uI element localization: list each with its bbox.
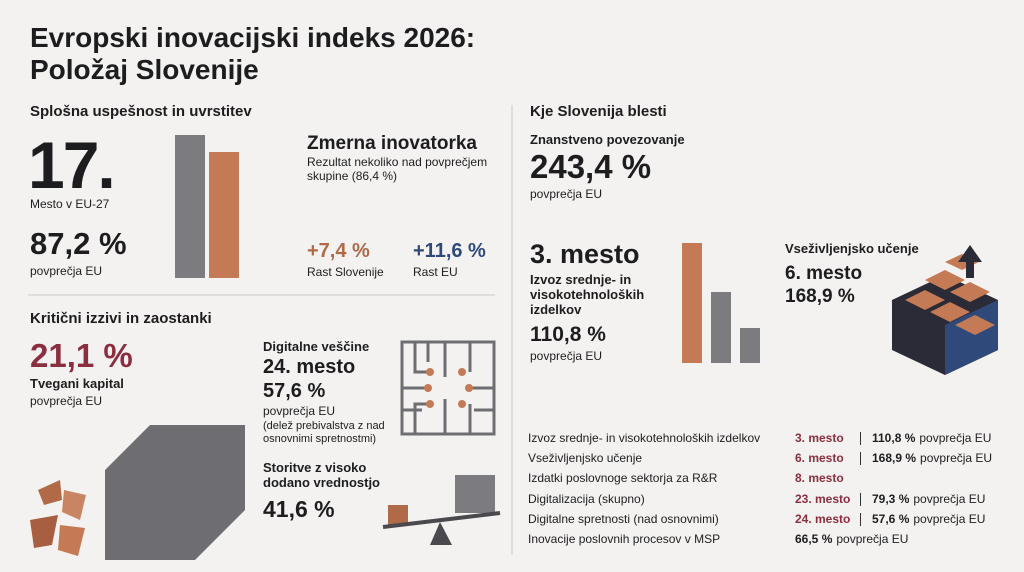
section-heading: Kje Slovenija blesti — [530, 103, 667, 120]
section-heading: Splošna uspešnost in uvrstitev — [30, 103, 252, 120]
label: Tvegani kapital — [30, 376, 124, 391]
row-suffix: povprečja EU — [836, 532, 909, 546]
row-separator — [860, 492, 861, 506]
label: Digitalne veščine — [263, 339, 370, 354]
note: (delež prebivalstva z nad osnovnimi spre… — [263, 420, 385, 445]
fragment-icon — [62, 490, 86, 520]
row-label: Vseživljenjsko učenje — [528, 451, 643, 466]
value: 57,6 % — [263, 380, 326, 402]
seesaw-icon — [382, 475, 501, 545]
bar-icon — [711, 292, 731, 363]
growth-value: +7,4 % — [307, 240, 370, 262]
row-suffix: povprečja EU — [919, 431, 992, 445]
label: Rast EU — [413, 265, 458, 279]
label: Izvoz srednje- in visokotehnoloških izde… — [530, 272, 645, 317]
growth-value: +11,6 % — [413, 240, 486, 262]
fragment-icon — [38, 480, 62, 505]
stairs-icon — [892, 245, 998, 375]
fragment-icon — [58, 525, 85, 556]
row-separator — [860, 512, 861, 526]
row-rank: 24. mesto — [795, 511, 851, 526]
circuit-icon — [400, 340, 496, 436]
row-value: 110,8 % — [872, 431, 916, 445]
row-suffix: povprečja EU — [920, 451, 993, 466]
row-value: 79,3 % — [872, 491, 910, 506]
section-heading: Kritični izzivi in zaostanki — [30, 310, 212, 327]
rank: 17. — [28, 128, 116, 202]
bar-icon — [682, 243, 702, 363]
row-value: 57,6 % — [872, 511, 910, 526]
label: Znanstveno povezovanje — [530, 132, 685, 147]
fragment-icon — [30, 515, 58, 548]
description: Rezultat nekoliko nad povprečjem skupine… — [307, 155, 488, 183]
row-label: Digitalizacija (skupno) — [528, 491, 645, 506]
row-label: Izvoz srednje- in visokotehnoloških izde… — [528, 431, 761, 445]
row-label: Inovacije poslovnih procesov v MSP — [528, 532, 721, 546]
label: Storitve z visoko dodano vrednostjo — [263, 460, 380, 490]
bar-icon — [175, 135, 205, 278]
label: Vseživljenjsko učenje — [785, 241, 919, 256]
row-separator — [860, 452, 861, 466]
label: Mesto v EU-27 — [30, 197, 110, 211]
label: povprečja EU — [30, 394, 103, 408]
rank: 24. mesto — [263, 356, 356, 378]
row-rank: 8. mesto — [795, 471, 844, 486]
rank: 3. mesto — [530, 239, 640, 269]
row-rank: 6. mesto — [795, 451, 844, 466]
circuit-dots — [424, 368, 473, 408]
row-separator — [860, 432, 861, 445]
category: Zmerna inovatorka — [307, 133, 477, 154]
value: 110,8 % — [530, 323, 606, 346]
shape-icon — [105, 425, 245, 560]
row-suffix: povprečja EU — [913, 491, 986, 506]
label: povprečja EU — [263, 404, 336, 418]
row-value: 168,9 % — [872, 451, 917, 466]
row-label: Izdatki poslovnoge sektorja za R&R — [528, 471, 718, 486]
label: povprečja EU — [30, 264, 103, 278]
value: 21,1 % — [30, 337, 133, 374]
row-label: Digitalne spretnosti (nad osnovnimi) — [528, 511, 719, 526]
value: 243,4 % — [530, 148, 652, 185]
value: 41,6 % — [263, 496, 335, 522]
row-rank: 23. mesto — [795, 491, 851, 506]
row-rank: 3. mesto — [795, 431, 844, 445]
row-value: 66,5 % — [795, 532, 833, 546]
label: povprečja EU — [530, 349, 603, 363]
title-line: Položaj Slovenije — [30, 54, 259, 86]
row-suffix: povprečja EU — [913, 511, 986, 526]
label: Rast Slovenije — [307, 265, 384, 279]
bar-icon — [209, 152, 239, 278]
score: 87,2 % — [30, 226, 127, 261]
rank: 6. mesto — [785, 263, 863, 284]
title-line: Evropski inovacijski indeks 2026: — [30, 22, 476, 53]
bar-icon — [740, 328, 760, 363]
value: 168,9 % — [785, 286, 855, 307]
label: povprečja EU — [530, 187, 603, 201]
title: Evropski inovacijski indeks 2026: Položa… — [30, 22, 475, 86]
